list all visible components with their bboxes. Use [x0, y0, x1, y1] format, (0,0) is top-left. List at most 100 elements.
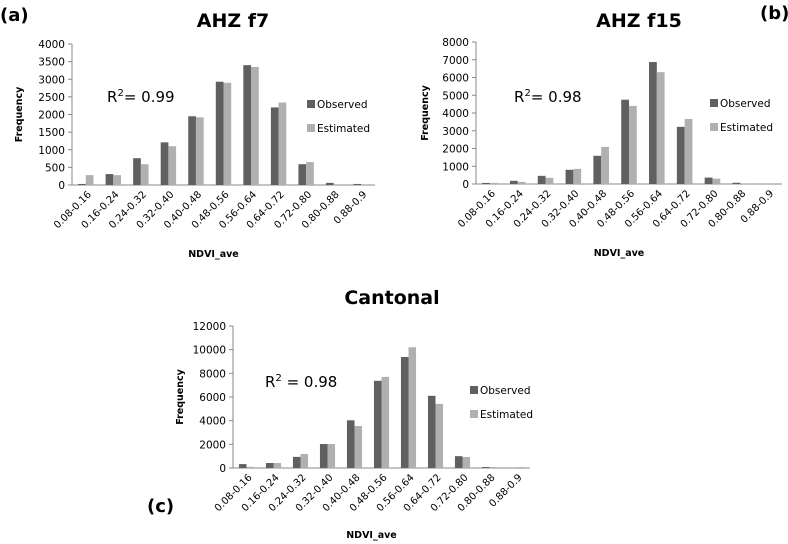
bar-observed — [427, 395, 436, 468]
r-squared-value: = 0.98 — [531, 88, 582, 106]
bar-estimated — [251, 66, 259, 185]
y-tick-label: 0 — [58, 180, 65, 192]
legend-label-observed: Observed — [720, 98, 771, 110]
bar-observed — [676, 126, 685, 184]
y-axis-label: Frequency — [420, 84, 431, 140]
y-tick-label: 4000 — [38, 39, 65, 51]
bar-estimated — [381, 376, 390, 468]
bar-observed — [325, 182, 334, 185]
bar-observed — [78, 183, 86, 185]
bar-observed — [373, 380, 382, 468]
r-squared-value: = 0.98 — [282, 373, 338, 391]
y-tick-label: 3500 — [38, 57, 65, 69]
y-tick-label: 4000 — [199, 416, 226, 428]
x-axis-label: NDVI_ave — [188, 249, 239, 260]
y-axis-label: Frequency — [14, 86, 25, 142]
bar-observed — [621, 99, 629, 184]
bar-estimated — [85, 175, 94, 185]
legend-label-estimated: Estimated — [720, 122, 773, 134]
legend-swatch-observed — [307, 100, 315, 108]
r-squared-base: R — [107, 88, 117, 106]
legend: Observed Estimated — [710, 98, 773, 134]
bar-observed — [243, 65, 252, 185]
r-squared-base: R — [265, 373, 275, 391]
bar-observed — [215, 81, 224, 185]
bar-estimated — [140, 164, 149, 185]
bar-estimated — [435, 403, 444, 468]
bar-estimated — [629, 105, 637, 184]
bar-estimated — [246, 466, 255, 468]
legend: Observed Estimated — [470, 385, 533, 421]
bar-observed — [292, 456, 301, 468]
bar-observed — [481, 467, 490, 468]
bar-observed — [188, 116, 196, 185]
panel-label: (a) — [0, 5, 29, 26]
y-tick-label: 2000 — [38, 110, 65, 122]
r-squared-annotation: R2 = 0.98 — [265, 373, 337, 391]
y-tick-label: 3000 — [38, 74, 65, 86]
bar-estimated — [712, 178, 721, 184]
y-tick-label: 8000 — [199, 368, 226, 380]
y-tick-label: 500 — [45, 162, 65, 174]
bar-observed — [565, 169, 574, 184]
y-tick-label: 2500 — [38, 92, 65, 104]
legend-label-estimated: Estimated — [317, 123, 370, 135]
bar-estimated — [273, 463, 282, 468]
legend-label-observed: Observed — [317, 99, 368, 111]
bar-observed — [704, 177, 713, 184]
y-tick-label: 4000 — [442, 108, 469, 120]
bar-observed — [593, 155, 602, 184]
r-squared-superscript: 2 — [275, 373, 281, 384]
bar-observed — [353, 183, 362, 185]
y-tick-label: 6000 — [442, 73, 469, 85]
bar-estimated — [462, 456, 471, 468]
y-tick-label: 1000 — [38, 145, 65, 157]
x-axis-label: NDVI_ave — [594, 248, 645, 259]
legend-swatch-estimated — [710, 123, 718, 131]
chart-a: (a) AHZ f7 0 500 1000 1500 2000 2500 3000 3500 400… — [0, 5, 375, 260]
bar-observed — [454, 456, 463, 468]
chart-b: (b) AHZ f15 0 1000 2000 3000 4000 5000 6000 7000 8… — [420, 3, 788, 259]
bar-estimated — [195, 117, 204, 185]
r-squared-annotation: R2= 0.99 — [107, 88, 175, 106]
y-tick-label: 8000 — [442, 37, 469, 49]
bar-observed — [270, 107, 279, 185]
bar-observed — [732, 182, 741, 184]
x-axis-label: NDVI_ave — [346, 530, 397, 541]
bar-observed — [265, 463, 274, 468]
bar-estimated — [573, 168, 582, 184]
bar-observed — [133, 158, 141, 185]
y-tick-label: 2000 — [199, 439, 226, 451]
bar-estimated — [327, 443, 336, 468]
panel-label: (c) — [147, 496, 174, 517]
bar-observed — [400, 357, 409, 468]
legend-label-observed: Observed — [480, 385, 531, 397]
chart-title: Cantonal — [344, 287, 439, 309]
panel-label: (b) — [760, 3, 788, 24]
bar-estimated — [489, 467, 498, 468]
bar-observed — [105, 174, 114, 185]
legend-swatch-observed — [470, 386, 478, 394]
legend-swatch-estimated — [470, 410, 478, 418]
bar-estimated — [601, 146, 609, 184]
bar-estimated — [300, 454, 309, 468]
r-squared-superscript: 2 — [524, 88, 530, 99]
bar-estimated — [684, 119, 693, 184]
y-tick-label: 7000 — [442, 55, 469, 67]
bar-observed — [482, 182, 490, 184]
bar-observed — [509, 180, 518, 184]
r-squared-superscript: 2 — [117, 88, 123, 99]
bar-estimated — [306, 162, 314, 185]
r-squared-annotation: R2= 0.98 — [514, 88, 582, 106]
legend-swatch-estimated — [307, 124, 315, 132]
y-tick-label: 2000 — [442, 144, 469, 156]
bar-estimated — [545, 177, 554, 184]
bar-estimated — [408, 347, 417, 468]
y-tick-label: 0 — [462, 179, 469, 191]
chart-title: AHZ f15 — [596, 10, 682, 32]
y-axis-label: Frequency — [175, 368, 186, 424]
y-tick-label: 5000 — [442, 90, 469, 102]
bar-observed — [298, 164, 307, 185]
bar-estimated — [656, 72, 665, 184]
